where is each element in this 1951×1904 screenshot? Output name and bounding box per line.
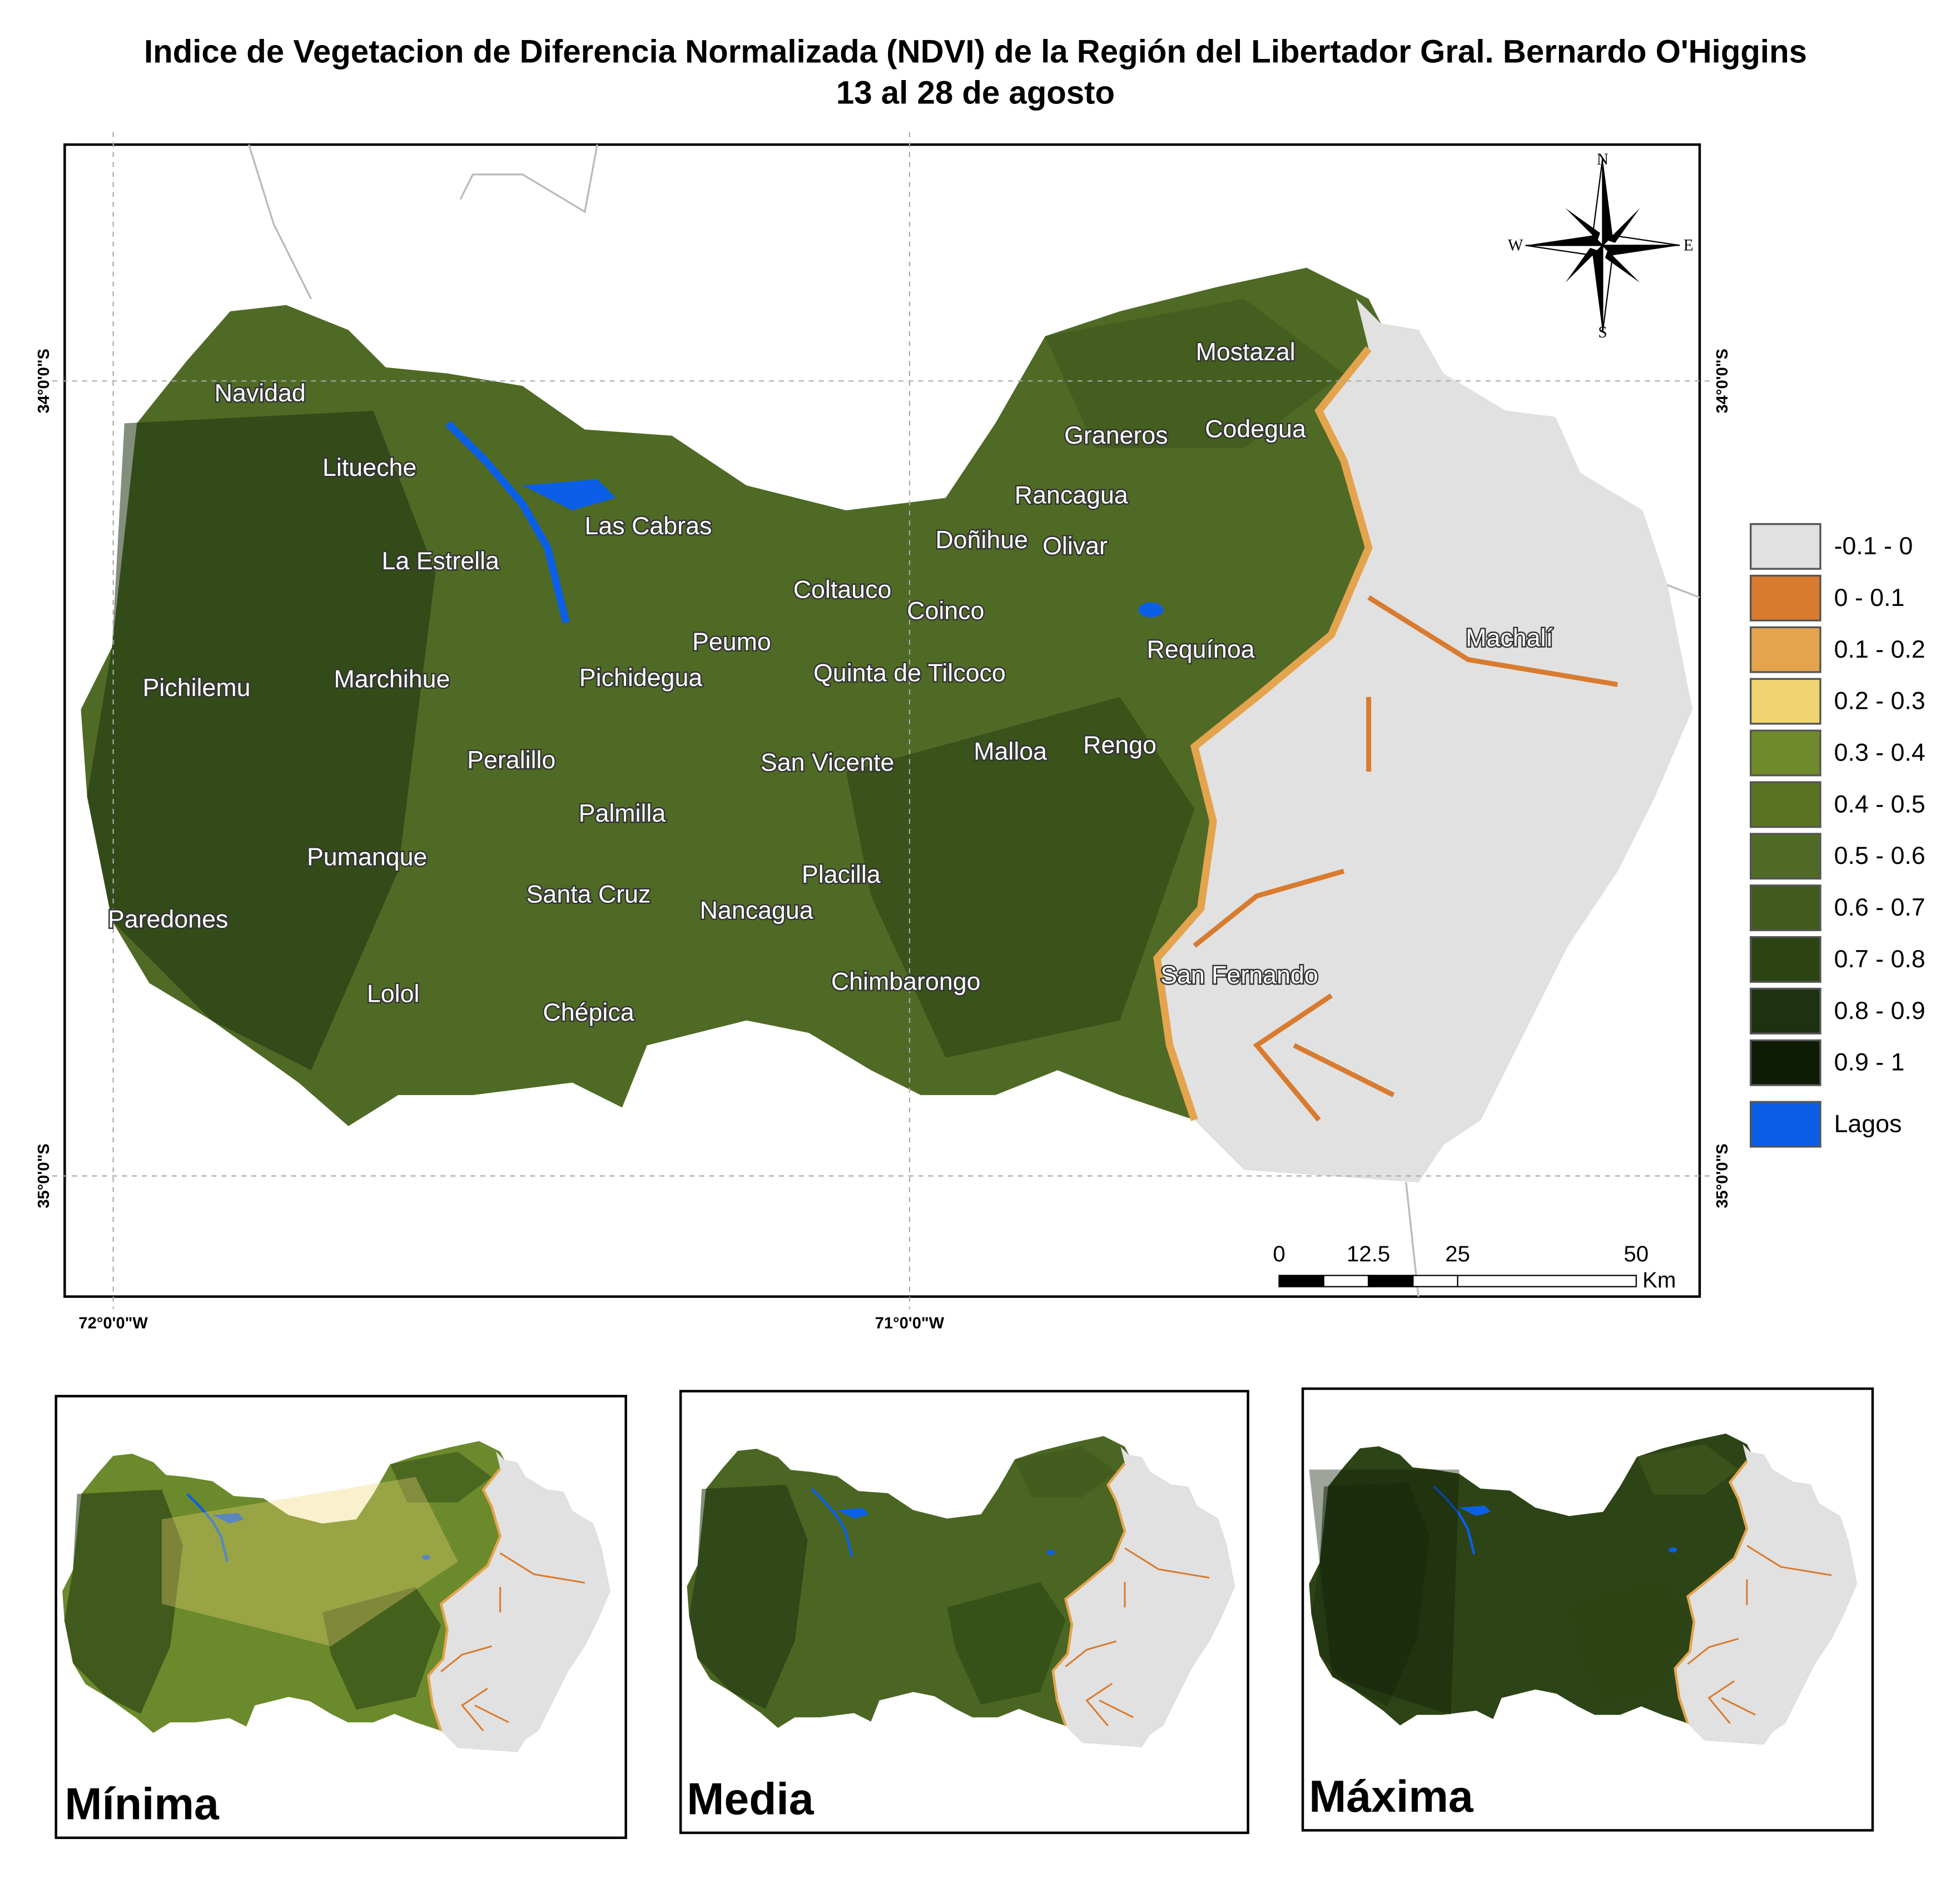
lat-label: 34°0'0"S xyxy=(35,349,53,413)
compass-w: W xyxy=(1508,236,1523,254)
scale-segment xyxy=(1323,1275,1369,1287)
lon-label: 72°0'0"W xyxy=(78,1314,148,1332)
legend-label: 0.4 - 0.5 xyxy=(1834,790,1925,818)
compass-s: S xyxy=(1598,324,1607,341)
compass-n: N xyxy=(1597,151,1609,168)
legend-label: 0.2 - 0.3 xyxy=(1834,687,1925,715)
lat-label: 34°0'0"S xyxy=(1714,349,1731,413)
place-label: La Estrella xyxy=(381,547,499,575)
panel-label: Máxima xyxy=(1309,1772,1474,1822)
lon-label: 71°0'0"W xyxy=(875,1314,945,1332)
place-label: Graneros xyxy=(1064,421,1168,449)
place-label: Rancagua xyxy=(1015,481,1128,509)
main-map: Navidad Litueche Las Cabras La Estrella Colt… xyxy=(52,132,1712,1309)
compass-e: E xyxy=(1684,236,1694,254)
place-label: Las Cabras xyxy=(585,512,712,540)
scale-unit: Km xyxy=(1642,1267,1676,1292)
legend-label: 0.8 - 0.9 xyxy=(1834,997,1925,1025)
legend-swatch xyxy=(1750,1039,1821,1086)
legend-swatch xyxy=(1750,833,1821,880)
legend-swatch xyxy=(1750,936,1821,983)
legend-label: 0.5 - 0.6 xyxy=(1834,842,1925,869)
lat-label: 35°0'0"S xyxy=(1714,1144,1731,1208)
panel-label: Mínima xyxy=(64,1779,220,1829)
scale-segment xyxy=(1367,1275,1414,1287)
place-label: Requínoa xyxy=(1147,635,1255,663)
legend-label: 0.9 - 1 xyxy=(1834,1048,1905,1076)
place-label: San Fernando xyxy=(1160,961,1318,989)
scale-label: 0 xyxy=(1273,1241,1285,1266)
place-label: Chépica xyxy=(543,998,634,1026)
scale-label: 12.5 xyxy=(1347,1241,1390,1266)
place-label: Santa Cruz xyxy=(527,881,651,908)
legend-swatch xyxy=(1750,987,1821,1035)
scale-segment xyxy=(1278,1275,1324,1287)
place-label: Palmilla xyxy=(579,799,666,827)
title: Indice de Vegetacion de Diferencia Norma… xyxy=(144,33,1807,69)
panel-label: Media xyxy=(687,1774,814,1824)
place-label: Nancagua xyxy=(700,897,813,924)
subtitle: 13 al 28 de agosto xyxy=(836,74,1115,111)
legend-label: 0.6 - 0.7 xyxy=(1834,893,1925,921)
legend-label: 0.7 - 0.8 xyxy=(1834,945,1925,973)
place-label: Navidad xyxy=(215,379,306,407)
legend-swatch xyxy=(1750,523,1821,570)
place-label: Pumanque xyxy=(307,843,427,871)
place-label: Placilla xyxy=(802,861,881,888)
place-label: Peralillo xyxy=(467,746,555,774)
place-label: Coinco xyxy=(907,596,984,624)
place-label: Malloa xyxy=(974,737,1047,765)
place-label: Peumo xyxy=(692,628,771,655)
legend-label: 0 - 0.1 xyxy=(1834,584,1905,612)
place-label: Olivar xyxy=(1042,532,1108,560)
place-label: Machalí xyxy=(1466,624,1553,652)
place-label: Lolol xyxy=(367,980,420,1008)
lat-label: 35°0'0"S xyxy=(35,1144,53,1208)
place-label: Codegua xyxy=(1205,415,1306,443)
place-label: Paredones xyxy=(108,905,228,933)
place-label: Mostazal xyxy=(1196,338,1295,366)
legend-label: 0.3 - 0.4 xyxy=(1834,739,1925,767)
place-label: Pichilemu xyxy=(143,674,251,702)
scale-segment xyxy=(1457,1275,1637,1287)
legend-label: -0.1 - 0 xyxy=(1834,532,1913,560)
legend-swatch xyxy=(1750,781,1821,828)
legend-label: Lagos xyxy=(1834,1110,1902,1138)
place-label: Pichidegua xyxy=(579,664,703,692)
legend-swatch xyxy=(1750,1101,1821,1148)
legend-label: 0.1 - 0.2 xyxy=(1834,635,1925,663)
legend-swatch xyxy=(1750,729,1821,777)
place-label: Coltauco xyxy=(793,575,892,603)
legend-swatch xyxy=(1750,678,1821,725)
place-label: Doñihue xyxy=(935,526,1028,554)
legend-swatch xyxy=(1750,626,1821,673)
inset-maxima: Máxima xyxy=(1301,1387,1874,1832)
place-label: Litueche xyxy=(322,454,416,481)
place-label: Quinta de Tilcoco xyxy=(813,659,1006,687)
place-label: Chimbarongo xyxy=(831,967,981,995)
legend-swatch xyxy=(1750,884,1821,932)
scale-label: 50 xyxy=(1624,1241,1649,1266)
inset-media: Media xyxy=(679,1390,1249,1835)
place-label: Rengo xyxy=(1083,731,1156,759)
place-label: Marchihue xyxy=(334,665,450,693)
legend-swatch xyxy=(1750,574,1821,622)
place-label: San Vicente xyxy=(761,748,895,776)
scale-segment xyxy=(1412,1275,1458,1287)
inset-minima: Mínima xyxy=(54,1395,627,1840)
scale-label: 25 xyxy=(1445,1241,1470,1266)
